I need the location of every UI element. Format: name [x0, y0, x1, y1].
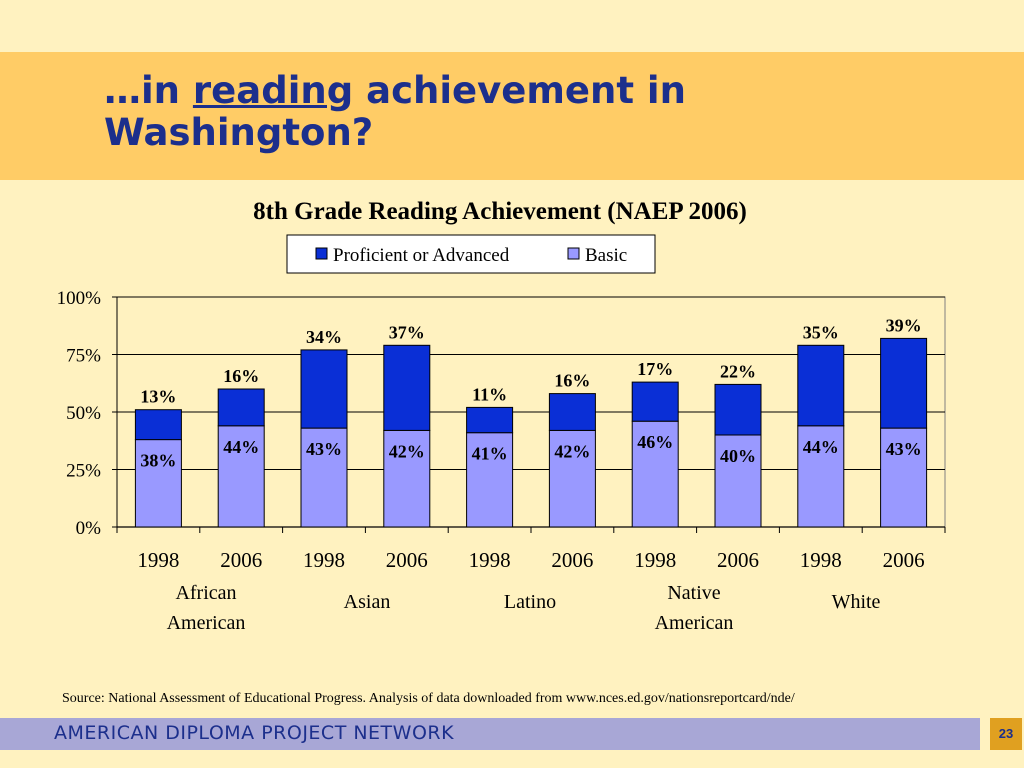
legend-label: Basic — [585, 245, 627, 266]
data-label-proficient: 34% — [306, 327, 342, 347]
x-tick-label: 1998 — [303, 548, 345, 572]
group-label: American — [655, 612, 734, 634]
bar-proficient — [466, 406, 514, 434]
title-underlined-word: reading — [192, 69, 354, 112]
bar-basic — [134, 439, 182, 528]
group-label: Native — [667, 582, 720, 604]
data-label-basic: 41% — [472, 444, 508, 464]
bar-basic — [714, 434, 762, 528]
bar-proficient — [300, 349, 348, 429]
group-label: Latino — [504, 591, 556, 613]
data-label-basic: 46% — [637, 432, 673, 452]
data-label-basic: 42% — [554, 441, 590, 461]
bar-proficient — [217, 388, 265, 427]
group-label: White — [832, 591, 881, 613]
x-tick-label: 2006 — [883, 548, 925, 572]
legend-swatch — [567, 247, 580, 260]
group-label: Asian — [344, 591, 391, 613]
y-tick-label: 25% — [66, 461, 101, 482]
bar-basic — [300, 427, 348, 528]
title-band — [0, 52, 1024, 180]
data-label-basic: 42% — [389, 441, 425, 461]
x-tick-label: 1998 — [800, 548, 842, 572]
data-label-proficient: 11% — [472, 384, 507, 404]
footer-bar — [0, 718, 980, 750]
legend-box — [286, 234, 656, 274]
bar-proficient — [548, 393, 596, 431]
data-label-basic: 43% — [306, 439, 342, 459]
data-label-proficient: 16% — [223, 366, 259, 386]
x-tick-label: 2006 — [386, 548, 428, 572]
y-tick-label: 50% — [66, 403, 101, 424]
data-label-proficient: 22% — [720, 361, 756, 381]
bar-basic — [631, 420, 679, 528]
bar-proficient — [631, 381, 679, 422]
legend-swatch — [315, 247, 328, 260]
legend-label: Proficient or Advanced — [333, 245, 510, 266]
data-label-basic: 38% — [140, 451, 176, 471]
data-label-basic: 43% — [886, 439, 922, 459]
data-label-proficient: 16% — [554, 371, 590, 391]
bar-basic — [466, 432, 514, 528]
bar-basic — [548, 429, 596, 528]
bar-basic — [797, 425, 845, 528]
data-label-proficient: 39% — [886, 315, 922, 335]
source-note: Source: National Assessment of Education… — [62, 691, 795, 706]
x-tick-label: 1998 — [137, 548, 179, 572]
slide-title: …in reading achievement in Washington? — [104, 69, 686, 154]
data-label-basic: 44% — [803, 437, 839, 457]
x-tick-label: 2006 — [220, 548, 262, 572]
bar-basic — [383, 429, 431, 528]
data-label-proficient: 35% — [803, 322, 839, 342]
bar-proficient — [714, 383, 762, 436]
data-label-basic: 40% — [720, 446, 756, 466]
y-tick-label: 0% — [76, 518, 102, 539]
footer-text: AMERICAN DIPLOMA PROJECT NETWORK — [54, 722, 455, 744]
y-tick-label: 100% — [57, 288, 102, 309]
bar-proficient — [134, 409, 182, 441]
data-label-proficient: 13% — [140, 387, 176, 407]
x-tick-label: 1998 — [469, 548, 511, 572]
x-tick-label: 2006 — [551, 548, 593, 572]
bar-proficient — [880, 337, 928, 429]
x-tick-label: 1998 — [634, 548, 676, 572]
data-label-basic: 44% — [223, 437, 259, 457]
bar-proficient — [797, 344, 845, 427]
data-label-proficient: 37% — [389, 322, 425, 342]
bar-proficient — [383, 344, 431, 431]
y-tick-label: 75% — [66, 346, 101, 367]
page-number: 23 — [990, 718, 1022, 750]
bar-basic — [217, 425, 265, 528]
data-label-proficient: 17% — [637, 359, 673, 379]
group-label: African — [175, 582, 236, 604]
group-label: American — [167, 612, 246, 634]
chart-title: 8th Grade Reading Achievement (NAEP 2006… — [253, 198, 747, 225]
bar-chart: 8th Grade Reading Achievement (NAEP 2006… — [57, 198, 946, 634]
x-tick-label: 2006 — [717, 548, 759, 572]
